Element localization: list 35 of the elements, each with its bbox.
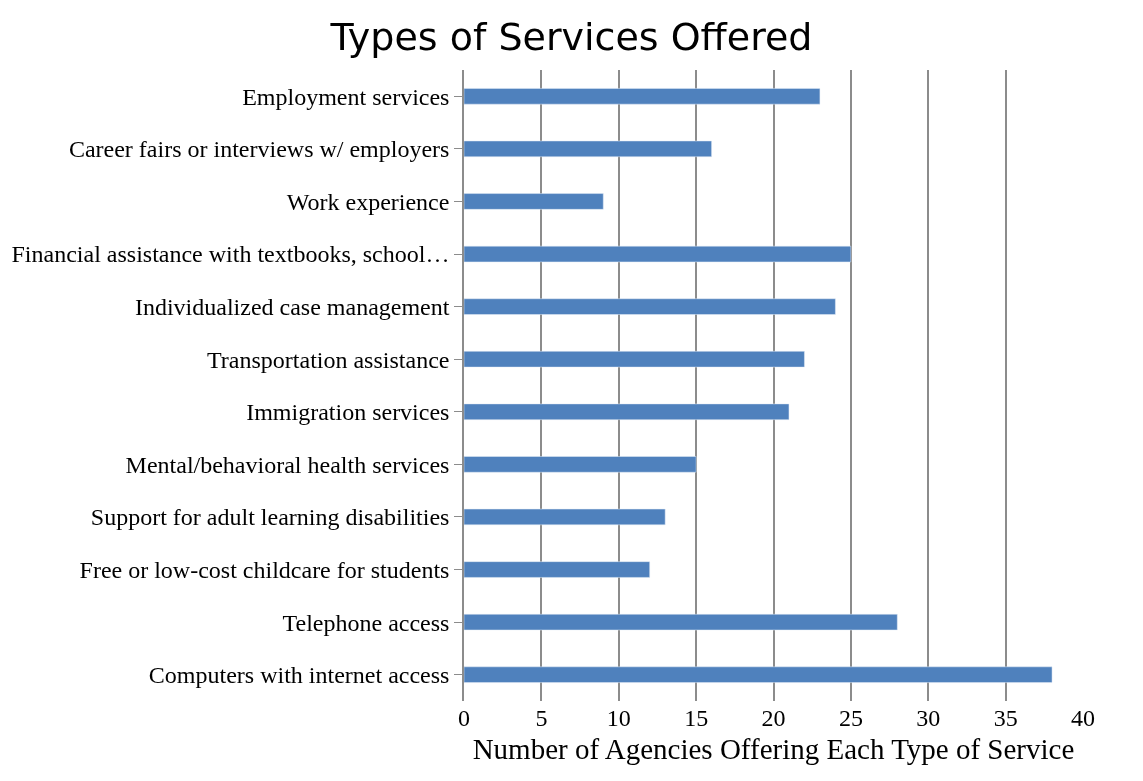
bar bbox=[464, 508, 666, 526]
bar bbox=[464, 613, 898, 631]
y-tick-label: Individualized case management bbox=[134, 294, 450, 321]
bar bbox=[464, 88, 821, 105]
y-tick-label: Transportation assistance bbox=[207, 346, 450, 373]
y-tick-label: Mental/behavioral health services bbox=[125, 451, 450, 478]
x-tick-label: 30 bbox=[916, 705, 941, 731]
y-tick-label: Telephone access bbox=[282, 609, 450, 636]
x-tick-label: 25 bbox=[838, 705, 863, 731]
x-tick-label: 10 bbox=[606, 705, 631, 731]
bar bbox=[464, 193, 604, 210]
y-tick-label: Free or low-cost childcare for students bbox=[79, 556, 450, 583]
bar bbox=[464, 351, 805, 368]
y-tick-label: Computers with internet access bbox=[148, 662, 450, 689]
x-axis-title: Number of Agencies Offering Each Type of Service bbox=[472, 732, 1075, 765]
x-tick-label: 5 bbox=[535, 705, 548, 731]
bar bbox=[464, 561, 650, 578]
x-tick-label: 15 bbox=[684, 705, 709, 731]
bar bbox=[464, 298, 836, 315]
y-tick-label: Immigration services bbox=[246, 399, 450, 426]
x-tick-label: 35 bbox=[993, 705, 1018, 731]
y-tick-label: Work experience bbox=[286, 188, 450, 215]
y-tick-label: Financial assistance with textbooks, school… bbox=[11, 241, 450, 268]
bar bbox=[464, 403, 790, 420]
bar bbox=[464, 666, 1053, 683]
x-tick-label: 0 bbox=[458, 705, 470, 731]
y-tick-label: Career fairs or interviews w/ employers bbox=[68, 136, 450, 163]
chart-title: Types of Services Offered bbox=[329, 15, 813, 60]
bar bbox=[464, 245, 852, 263]
y-tick-label: Employment services bbox=[242, 83, 450, 110]
x-tick-label: 20 bbox=[761, 705, 786, 731]
bar bbox=[464, 456, 697, 473]
y-tick-label: Support for adult learning disabilities bbox=[90, 504, 450, 531]
bar bbox=[464, 140, 712, 158]
x-tick-label: 40 bbox=[1071, 705, 1095, 731]
